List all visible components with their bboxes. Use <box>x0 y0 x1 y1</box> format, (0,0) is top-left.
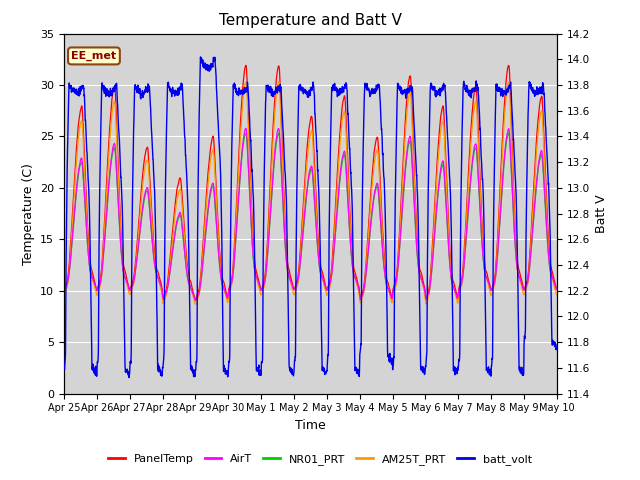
Text: EE_met: EE_met <box>72 51 116 61</box>
Title: Temperature and Batt V: Temperature and Batt V <box>219 13 402 28</box>
Y-axis label: Temperature (C): Temperature (C) <box>22 163 35 264</box>
Y-axis label: Batt V: Batt V <box>595 194 609 233</box>
Legend: PanelTemp, AirT, NR01_PRT, AM25T_PRT, batt_volt: PanelTemp, AirT, NR01_PRT, AM25T_PRT, ba… <box>104 450 536 469</box>
X-axis label: Time: Time <box>295 419 326 432</box>
